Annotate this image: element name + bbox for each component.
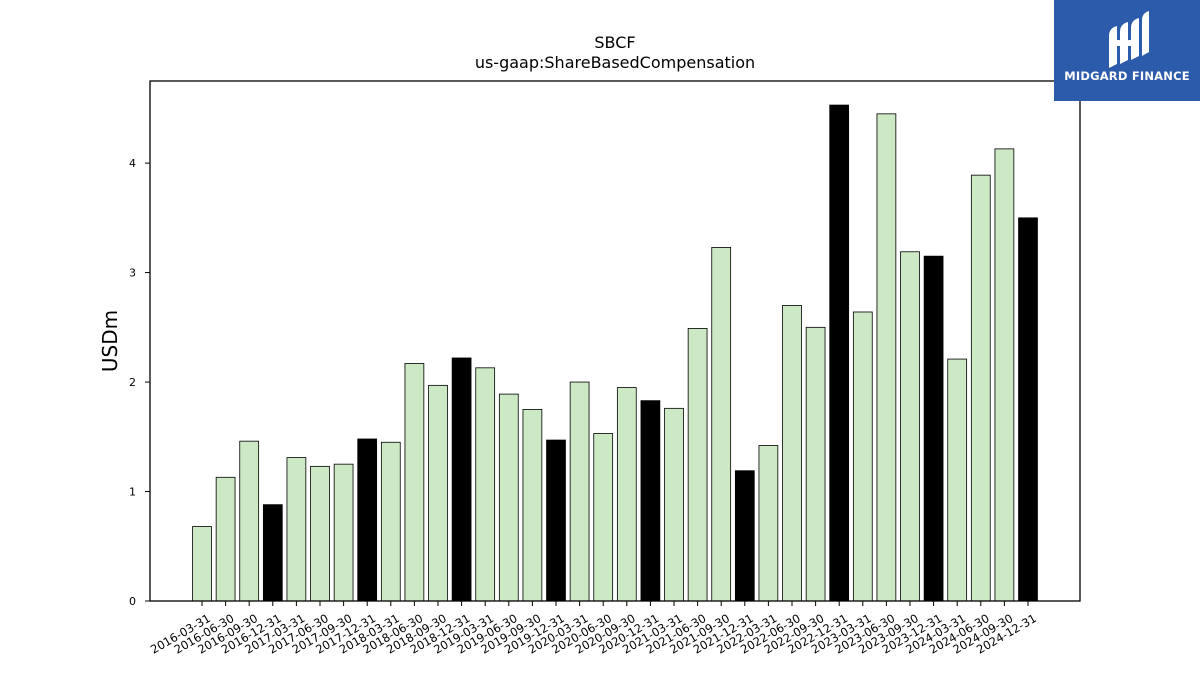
bar-2018-06-30	[404, 363, 425, 602]
bar-2021-03-31	[664, 407, 684, 602]
bar-2017-09-30	[333, 463, 354, 602]
bar-2020-03-31	[569, 381, 590, 602]
plot-frame	[149, 80, 1081, 602]
bar-2021-09-30	[711, 246, 732, 602]
bar-2018-09-30	[428, 384, 448, 602]
y-axis-label: USDm	[98, 310, 122, 372]
bar-2021-12-31	[734, 470, 755, 602]
bar-2016-06-30	[215, 476, 236, 602]
chart-subtitle: us-gaap:ShareBasedCompensation	[475, 53, 755, 72]
bar-2022-06-30	[782, 305, 802, 602]
bar-2019-06-30	[498, 393, 519, 602]
bar-2021-06-30	[687, 328, 708, 602]
bar-2016-09-30	[239, 440, 260, 602]
y-tick-label: 1	[129, 486, 136, 499]
bar-2019-03-31	[475, 367, 496, 602]
y-tick-label: 0	[129, 595, 136, 608]
bar-2023-03-31	[852, 311, 873, 602]
brand-name: MIDGARD FINANCE	[1064, 69, 1190, 83]
bar-2023-06-30	[876, 113, 897, 602]
brand-logo: MIDGARD FINANCE	[1054, 0, 1200, 101]
bar-2016-12-31	[262, 504, 283, 602]
bar-2022-12-31	[829, 104, 850, 602]
y-tick-label: 2	[129, 376, 136, 389]
bar-2020-09-30	[616, 387, 637, 602]
bar-2017-06-30	[310, 465, 330, 602]
bar-2016-03-31	[192, 526, 212, 602]
y-tick-label: 4	[129, 157, 136, 170]
y-tick-label: 3	[129, 267, 136, 280]
bar-2024-06-30	[970, 174, 991, 602]
midgard-logo-icon	[1109, 11, 1149, 68]
bar-2023-12-31	[923, 255, 944, 602]
x-axis-ticks: 2016-03-312016-06-302016-09-302016-12-31…	[148, 601, 1039, 657]
bar-2018-03-31	[380, 441, 401, 602]
chart-title: SBCF	[594, 33, 635, 52]
bar-2017-12-31	[357, 438, 378, 602]
bar-2017-03-31	[286, 457, 307, 602]
bar-2023-09-30	[900, 251, 920, 602]
bars-group	[192, 104, 1038, 602]
bar-2024-03-31	[947, 358, 968, 602]
bar-2022-09-30	[805, 326, 826, 602]
bar-2020-06-30	[593, 433, 614, 602]
y-axis-ticks: 0 1 2 3 4	[129, 157, 150, 608]
bar-2018-12-31	[451, 357, 472, 602]
bar-2019-09-30	[522, 409, 543, 602]
bar-2019-12-31	[546, 439, 566, 602]
bar-2022-03-31	[758, 445, 779, 602]
bar-2020-12-31	[640, 400, 661, 602]
bar-2024-12-31	[1018, 217, 1038, 602]
bar-2024-09-30	[994, 148, 1015, 602]
